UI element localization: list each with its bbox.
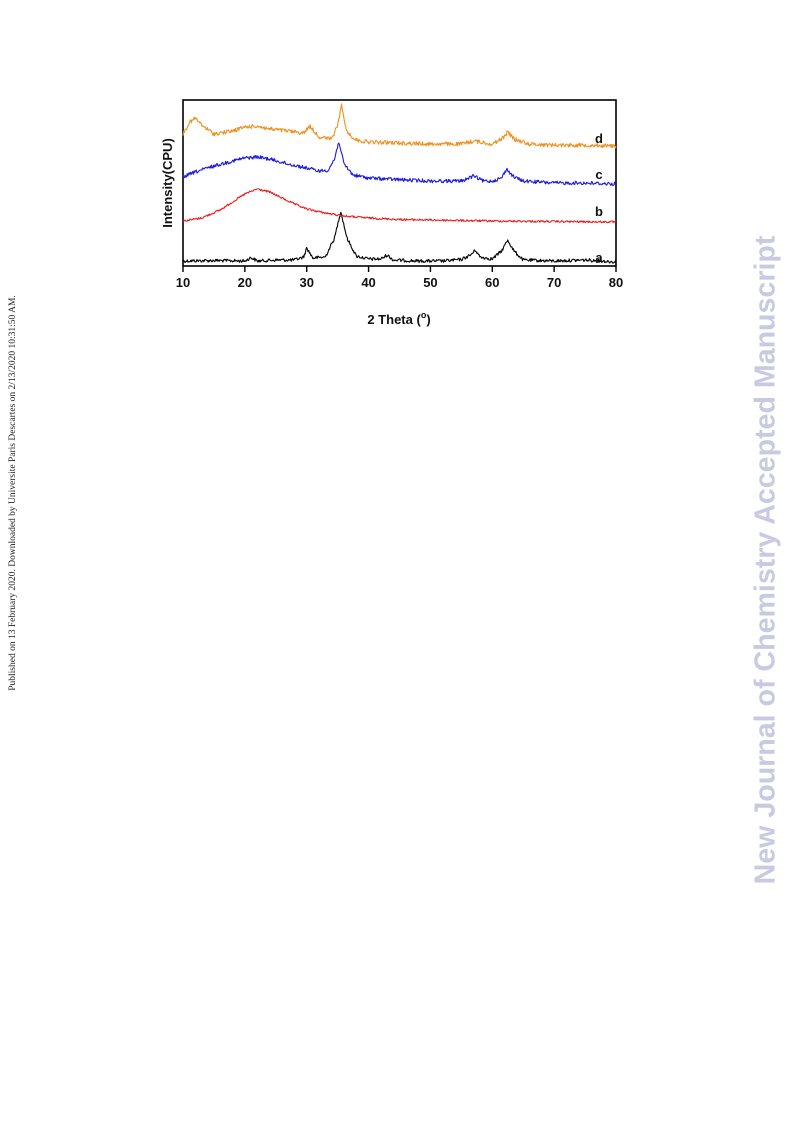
curve-label-b: b [595,204,603,219]
series-line-c [182,142,617,186]
curve-label-a: a [595,250,603,265]
x-axis-label: 2 Theta (o) [367,310,430,327]
series-line-a [182,211,617,264]
curve-label-c: c [595,167,602,182]
xrd-chart: 10 20 30 40 50 60 70 80 a b c d Intensity(CPU) 2 T… [160,99,623,327]
plot-frame [182,99,617,267]
x-tick-label-20: 20 [238,275,252,290]
x-tick-label-40: 40 [361,275,375,290]
series-line-d [182,103,617,149]
curve-labels: a b c d [595,131,603,265]
x-tick-label-50: 50 [423,275,437,290]
publication-note-text: Published on 13 February 2020. Downloade… [8,295,18,691]
x-tick-label-60: 60 [485,275,499,290]
x-tick-label-70: 70 [547,275,561,290]
curve-label-d: d [595,131,603,146]
x-axis: 10 20 30 40 50 60 70 80 [176,266,623,290]
journal-watermark-text: New Journal of Chemistry Accepted Manusc… [749,235,782,885]
y-axis-label: Intensity(CPU) [160,138,175,228]
x-tick-label-80: 80 [609,275,623,290]
x-tick-label-30: 30 [299,275,313,290]
series-layer [182,103,617,264]
x-tick-label-10: 10 [176,275,190,290]
series-line-b [182,188,617,224]
